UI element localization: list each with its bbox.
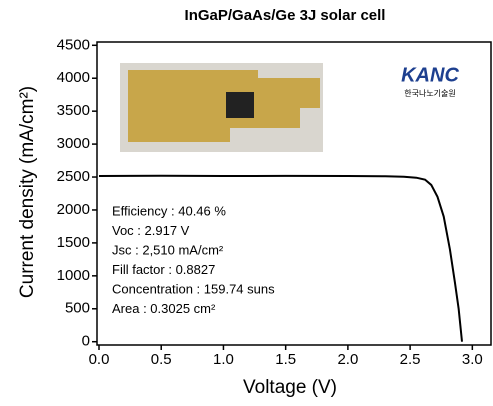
x-tick-label: 2.0 [337, 351, 358, 368]
annotation: Area : 0.3025 cm² [112, 301, 216, 316]
x-tick-label: 0.0 [89, 351, 110, 368]
photo [120, 63, 323, 152]
chart: InGaP/GaAs/Ge 3J solar cell Voltage (V) … [0, 0, 493, 406]
annotation: Voc : 2.917 V [112, 223, 190, 238]
y-tick-label: 1000 [57, 267, 90, 284]
y-tick-label: 0 [82, 333, 90, 350]
logo-text: KANC [401, 64, 459, 86]
photo-cell [226, 92, 254, 118]
chart-title: InGaP/GaAs/Ge 3J solar cell [185, 7, 386, 24]
annotation: Jsc : 2,510 mA/cm² [112, 242, 224, 257]
logo-subtitle: 한국나노기술원 [404, 88, 456, 98]
iv-curve [99, 176, 462, 342]
y-tick-label: 3500 [57, 102, 90, 119]
y-tick-label: 1500 [57, 234, 90, 251]
y-tick-label: 4500 [57, 36, 90, 53]
y-tick-label: 2000 [57, 201, 90, 218]
y-tick-label: 500 [65, 300, 90, 317]
annotation: Efficiency : 40.46 % [112, 203, 226, 218]
y-tick-label: 3000 [57, 135, 90, 152]
x-tick-label: 2.5 [400, 351, 421, 368]
y-tick-label: 4000 [57, 69, 90, 86]
annotation: Fill factor : 0.8827 [112, 262, 215, 277]
x-tick-label: 3.0 [462, 351, 483, 368]
y-axis-label: Current density (mA/cm²) [17, 86, 38, 298]
x-axis-label: Voltage (V) [243, 377, 337, 398]
x-tick-label: 1.5 [275, 351, 296, 368]
x-tick-label: 0.5 [151, 351, 172, 368]
x-tick-label: 1.0 [213, 351, 234, 368]
y-tick-label: 2500 [57, 168, 90, 185]
annotation: Concentration : 159.74 suns [112, 281, 275, 296]
